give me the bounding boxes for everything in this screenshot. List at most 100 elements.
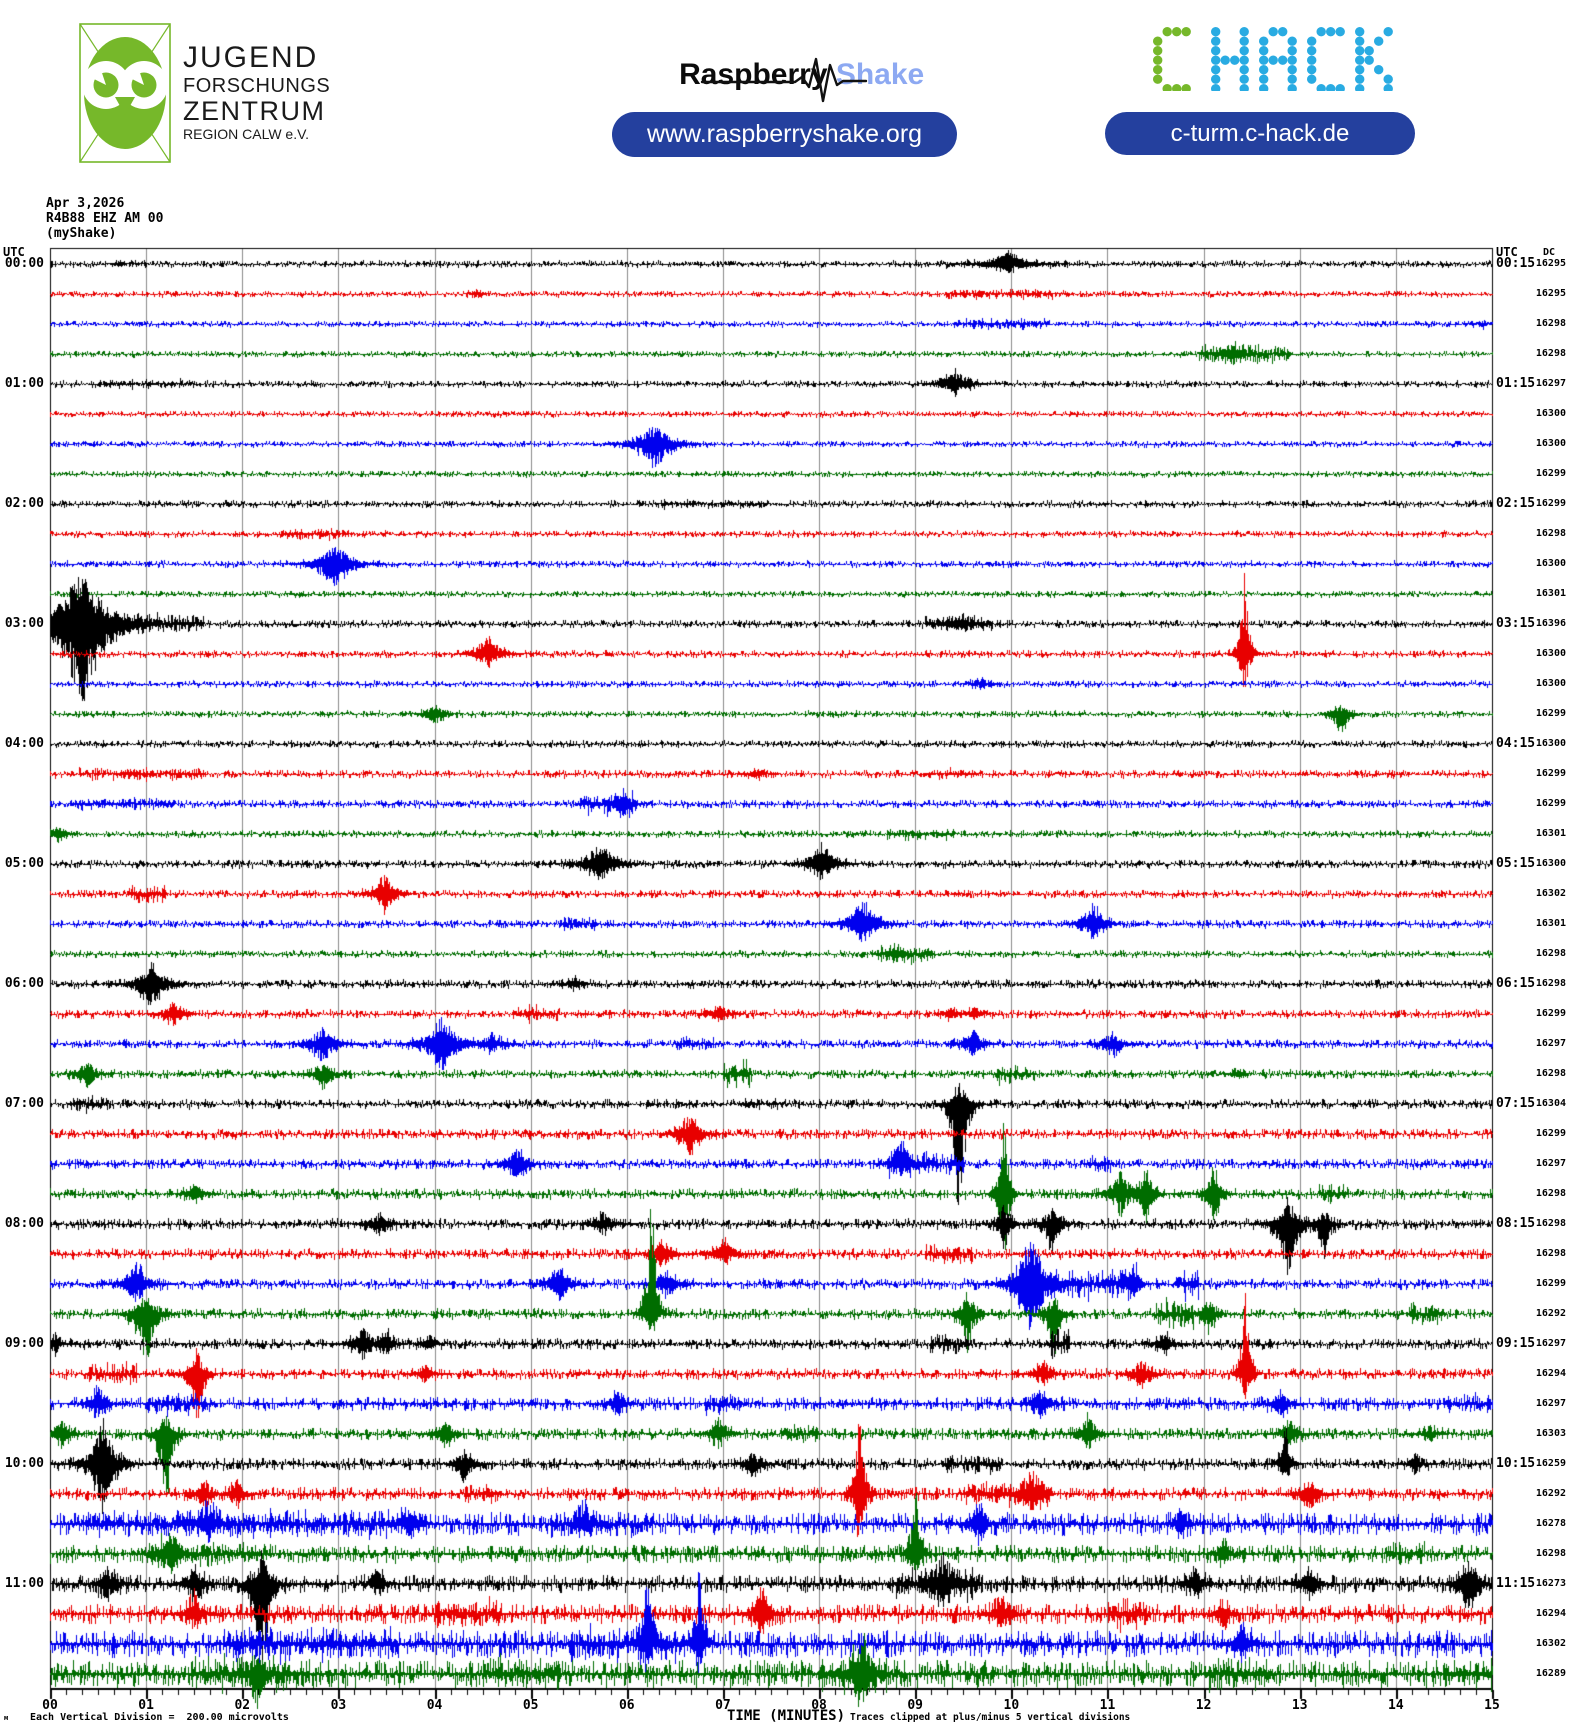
- chack-dot: [1355, 74, 1365, 84]
- chack-dot: [1239, 55, 1249, 65]
- right-time-label: 07:15: [1496, 1096, 1536, 1111]
- dc-value: 16289: [1535, 1668, 1566, 1679]
- chack-dot: [1239, 65, 1249, 75]
- dc-value: 16298: [1535, 528, 1566, 539]
- dc-value: 16300: [1535, 558, 1566, 569]
- chack-dot: [1259, 55, 1269, 65]
- right-time-label: 11:15: [1496, 1576, 1536, 1591]
- chack-dot: [1172, 27, 1182, 37]
- dc-value: 16299: [1535, 1008, 1566, 1019]
- left-time-label: 00:00: [4, 256, 44, 271]
- left-time-label: 05:00: [4, 856, 44, 871]
- chack-dot: [1364, 55, 1374, 65]
- chack-dot: [1287, 46, 1297, 56]
- right-time-label: 06:15: [1496, 976, 1536, 991]
- chack-dot: [1355, 55, 1365, 65]
- chack-dot: [1374, 65, 1384, 75]
- chack-logo: [1153, 27, 1393, 91]
- raspberryshake-url-link[interactable]: www.raspberryshake.org: [612, 112, 957, 157]
- chack-dot: [1355, 46, 1365, 56]
- right-time-label: 03:15: [1496, 616, 1536, 631]
- chack-dot: [1230, 55, 1240, 65]
- chack-dot: [1268, 55, 1278, 65]
- dc-value: 16303: [1535, 1428, 1566, 1439]
- chack-dot: [1172, 84, 1182, 91]
- chack-dot: [1259, 36, 1269, 46]
- x-tick-label: 13: [1291, 1698, 1308, 1713]
- left-time-label: 08:00: [4, 1216, 44, 1231]
- station-id: R4B88 EHZ AM 00: [46, 211, 164, 226]
- chack-dot: [1162, 27, 1172, 37]
- chack-dot: [1278, 55, 1288, 65]
- chack-dot: [1211, 84, 1221, 91]
- dc-value: 16298: [1535, 1068, 1566, 1079]
- dc-value: 16298: [1535, 978, 1566, 989]
- chack-dot: [1239, 27, 1249, 37]
- station-network: (myShake): [46, 226, 117, 241]
- x-tick-label: 00: [42, 1698, 58, 1713]
- right-time-label: 04:15: [1496, 736, 1536, 751]
- right-utc-header: UTC: [1496, 245, 1518, 259]
- x-tick-label: 14: [1388, 1698, 1404, 1713]
- left-time-label: 07:00: [4, 1096, 44, 1111]
- jfz-text-region: REGION CALW e.V.: [183, 126, 310, 142]
- dc-value: 16299: [1535, 498, 1566, 509]
- dc-value: 16299: [1535, 468, 1566, 479]
- dc-value: 16297: [1535, 378, 1566, 389]
- chack-dot: [1211, 46, 1221, 56]
- dc-value: 16278: [1535, 1518, 1566, 1529]
- chack-dot: [1259, 74, 1269, 84]
- dc-value: 16302: [1535, 1638, 1566, 1649]
- chack-dot: [1259, 65, 1269, 75]
- x-tick-label: 01: [138, 1698, 154, 1713]
- chack-dot: [1287, 65, 1297, 75]
- raspberry-shake-wordmark: Raspberry Shake: [640, 24, 930, 126]
- dc-value: 16302: [1535, 888, 1566, 899]
- dc-value: 16299: [1535, 798, 1566, 809]
- chack-dot: [1153, 74, 1163, 84]
- x-tick-label: 15: [1484, 1698, 1500, 1713]
- dc-value: 16298: [1535, 1248, 1566, 1259]
- dc-value: 16300: [1535, 858, 1566, 869]
- x-tick-label: 03: [330, 1698, 347, 1713]
- chack-dot: [1355, 65, 1365, 75]
- vertical-division-scale-note: Each Vertical Division = 200.00 microvol…: [30, 1712, 289, 1723]
- dc-value: 16297: [1535, 1338, 1566, 1349]
- station-date: Apr 3,2026: [46, 196, 125, 211]
- raspberry-text: Raspberry: [679, 58, 828, 91]
- chack-url-link[interactable]: c-turm.c-hack.de: [1105, 112, 1415, 155]
- dc-value: 16301: [1535, 918, 1566, 929]
- left-time-label: 04:00: [4, 736, 44, 751]
- chack-dot: [1211, 74, 1221, 84]
- chack-dot: [1383, 84, 1393, 91]
- dc-value: 16300: [1535, 738, 1566, 749]
- right-time-label: 01:15: [1496, 376, 1536, 391]
- dc-value: 16292: [1535, 1308, 1566, 1319]
- chack-dot: [1268, 27, 1278, 37]
- left-time-label: 01:00: [4, 376, 44, 391]
- dc-value: 16299: [1535, 1128, 1566, 1139]
- chack-dot: [1239, 84, 1249, 91]
- chack-dot: [1239, 74, 1249, 84]
- jfz-text-forschungs: FORSCHUNGS: [183, 75, 331, 97]
- dc-value: 16299: [1535, 708, 1566, 719]
- x-tick-label: 04: [426, 1698, 443, 1713]
- chack-dot: [1316, 84, 1326, 91]
- chack-dot: [1239, 36, 1249, 46]
- right-time-label: 09:15: [1496, 1336, 1536, 1351]
- jfz-text-zentrum: ZENTRUM: [183, 96, 326, 126]
- dc-value: 16300: [1535, 438, 1566, 449]
- left-utc-header: UTC: [3, 245, 25, 259]
- dc-value: 16301: [1535, 588, 1566, 599]
- x-tick-label: 02: [234, 1698, 251, 1713]
- chack-dot: [1307, 36, 1317, 46]
- x-axis-title: TIME (MINUTES): [727, 1708, 846, 1724]
- dc-value: 16300: [1535, 648, 1566, 659]
- chack-dot: [1259, 84, 1269, 91]
- scale-marker-glyph: м: [4, 1714, 9, 1722]
- chack-dot: [1220, 55, 1230, 65]
- chack-dot: [1211, 36, 1221, 46]
- seismic-wiggle-icon: [700, 57, 868, 103]
